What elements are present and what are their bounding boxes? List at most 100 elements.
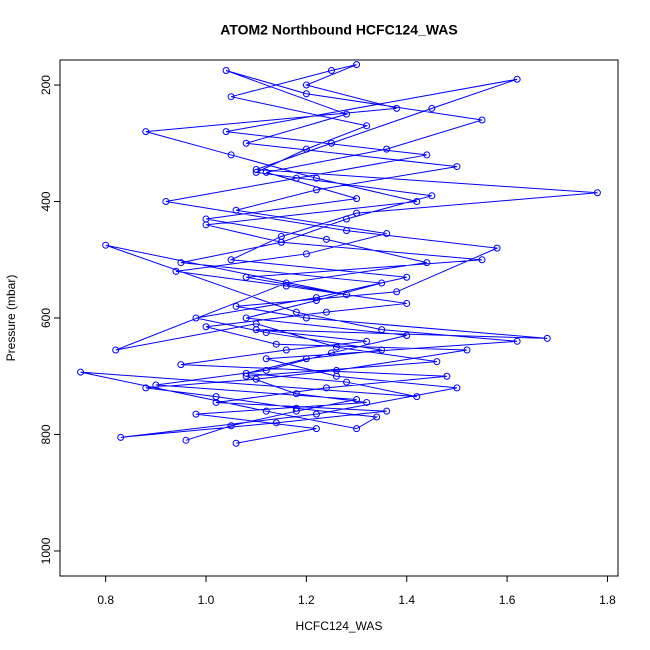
data-point bbox=[423, 259, 431, 267]
data-point bbox=[593, 189, 601, 197]
data-point bbox=[327, 349, 335, 357]
data-point bbox=[302, 355, 310, 363]
data-point bbox=[242, 314, 250, 322]
plot-area bbox=[77, 61, 601, 447]
data-point bbox=[282, 282, 290, 290]
data-point bbox=[393, 104, 401, 112]
data-point bbox=[312, 425, 320, 433]
data-point bbox=[383, 145, 391, 153]
data-point bbox=[363, 398, 371, 406]
data-point bbox=[232, 206, 240, 214]
data-point bbox=[433, 358, 441, 366]
data-point bbox=[202, 215, 210, 223]
data-point bbox=[312, 294, 320, 302]
data-point bbox=[378, 326, 386, 334]
data-point bbox=[463, 346, 471, 354]
data-point bbox=[292, 407, 300, 415]
data-point bbox=[232, 439, 240, 447]
x-tick-label: 1.4 bbox=[398, 593, 415, 607]
data-point bbox=[292, 404, 300, 412]
data-point bbox=[302, 81, 310, 89]
data-point bbox=[172, 267, 180, 275]
data-point bbox=[327, 139, 335, 147]
data-point bbox=[423, 151, 431, 159]
data-point bbox=[227, 93, 235, 101]
data-point bbox=[222, 128, 230, 136]
data-point bbox=[413, 198, 421, 206]
data-point bbox=[363, 122, 371, 130]
data-point bbox=[343, 110, 351, 118]
data-point bbox=[162, 198, 170, 206]
data-point bbox=[428, 192, 436, 200]
data-point bbox=[302, 314, 310, 322]
data-point bbox=[493, 244, 501, 252]
data-point bbox=[478, 256, 486, 264]
data-point bbox=[343, 291, 351, 299]
data-point bbox=[543, 334, 551, 342]
data-point bbox=[312, 297, 320, 305]
data-point bbox=[227, 256, 235, 264]
data-point bbox=[332, 366, 340, 374]
data-point bbox=[282, 346, 290, 354]
data-point bbox=[453, 163, 461, 171]
data-point bbox=[252, 320, 260, 328]
x-tick-label: 1.6 bbox=[499, 593, 516, 607]
data-point bbox=[202, 323, 210, 331]
data-point bbox=[383, 230, 391, 238]
data-point bbox=[373, 413, 381, 421]
data-point bbox=[343, 227, 351, 235]
data-point bbox=[102, 241, 110, 249]
data-point bbox=[77, 368, 85, 376]
data-point bbox=[182, 436, 190, 444]
data-point bbox=[292, 308, 300, 316]
data-point bbox=[302, 90, 310, 98]
data-point bbox=[192, 410, 200, 418]
data-point bbox=[142, 128, 150, 136]
data-point bbox=[428, 104, 436, 112]
data-point bbox=[242, 139, 250, 147]
data-point bbox=[242, 372, 250, 380]
x-tick-label: 0.8 bbox=[97, 593, 114, 607]
x-tick-label: 1.2 bbox=[298, 593, 315, 607]
data-point bbox=[192, 314, 200, 322]
data-point bbox=[262, 366, 270, 374]
data-point bbox=[312, 410, 320, 418]
data-line bbox=[80, 64, 598, 444]
data-point bbox=[252, 375, 260, 383]
data-point bbox=[277, 232, 285, 240]
data-point bbox=[282, 279, 290, 287]
x-axis-label: HCFC124_WAS bbox=[296, 619, 383, 633]
data-point bbox=[117, 433, 125, 441]
data-point bbox=[252, 168, 260, 176]
y-tick-label: 600 bbox=[39, 308, 53, 328]
data-point bbox=[322, 384, 330, 392]
data-point bbox=[513, 75, 521, 83]
data-point bbox=[152, 381, 160, 389]
data-point bbox=[262, 168, 270, 176]
data-point bbox=[393, 288, 401, 296]
data-point bbox=[177, 361, 185, 369]
y-tick-label: 200 bbox=[39, 75, 53, 95]
data-point bbox=[262, 355, 270, 363]
data-point bbox=[232, 302, 240, 310]
data-point bbox=[443, 372, 451, 380]
data-point bbox=[378, 346, 386, 354]
data-point bbox=[252, 165, 260, 173]
data-point bbox=[478, 116, 486, 124]
data-point bbox=[262, 329, 270, 337]
data-point bbox=[272, 419, 280, 427]
data-point bbox=[353, 195, 361, 203]
x-tick-label: 1.0 bbox=[198, 593, 215, 607]
data-point bbox=[302, 145, 310, 153]
data-point bbox=[378, 279, 386, 287]
data-point bbox=[312, 186, 320, 194]
data-point bbox=[142, 384, 150, 392]
data-point bbox=[322, 235, 330, 243]
data-point bbox=[222, 66, 230, 74]
data-point bbox=[242, 273, 250, 281]
data-point bbox=[403, 331, 411, 339]
data-point bbox=[242, 369, 250, 377]
data-point bbox=[403, 299, 411, 307]
